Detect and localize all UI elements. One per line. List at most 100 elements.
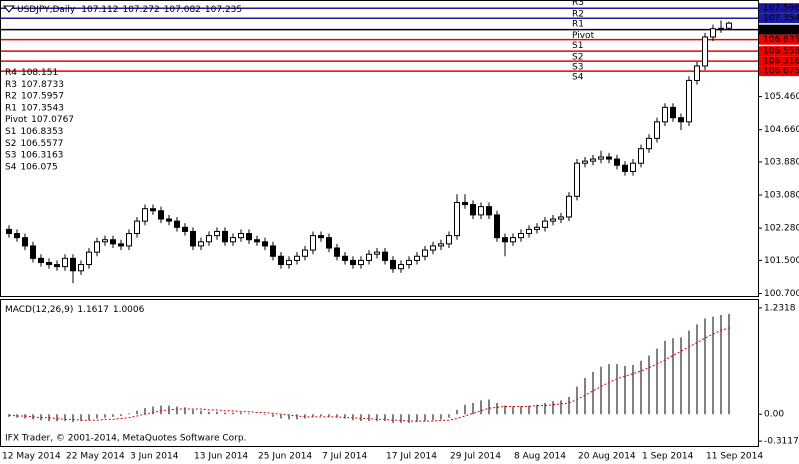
high-value: 107.272 [122,5,159,15]
level-axis-label: 106.316 [763,57,799,67]
candle-body [646,137,652,150]
y-tick-label: 104.660 [764,125,799,135]
candle-body [310,235,316,251]
candle-body [254,239,260,243]
candle-body [102,239,108,243]
candle-body [566,195,572,218]
candle-body [598,156,604,160]
macd-plot [8,313,730,423]
level-name: S3 [5,150,16,160]
level-value: 107.8733 [21,79,64,89]
pivot-level-entry: S2 106.5577 [5,138,63,148]
level-name: R2 [5,91,17,101]
y-tick-label: 105.460 [764,92,799,102]
level-axis-tag [759,3,799,14]
level-axis-label: 107.596 [763,4,799,14]
level-name: R3 [5,79,17,89]
candle-body [190,230,196,247]
candle-body [430,245,436,251]
candle-body [318,235,324,239]
candle-body [526,228,532,235]
level-value: 106.8353 [20,127,63,137]
candle-body [486,206,492,216]
y-tick-label: 103.080 [764,191,799,201]
candle-body [422,249,428,257]
x-tick-label: 1 Sep 2014 [642,452,694,462]
candle-body [30,245,36,259]
symbol-icon [2,5,16,13]
macd-pane [0,299,759,447]
macd-title: MACD(12,26,9) 1.1617 1.0006 [5,305,145,315]
candle-body [414,255,420,261]
candle-body [278,255,284,266]
level-name: R4 [5,68,17,78]
candle-body [142,208,148,222]
pivot-level-name: R1 [572,20,584,30]
candle-body [38,257,44,263]
level-name: Pivot [5,115,28,125]
candle-body [262,241,268,247]
candle-body [390,259,396,270]
signal-line [8,327,730,422]
candle-body [366,253,372,261]
candle-body [622,164,628,172]
y-tick-label: 101.500 [764,256,799,266]
candle-body [494,214,500,239]
candle-body [550,218,556,222]
pivot-level-entry: Pivot 107.0767 [5,115,74,125]
level-name: S1 [5,127,16,137]
level-axis-tag [759,46,799,57]
candle-body [510,237,516,243]
candle-body [214,230,220,237]
pivot-level-name: S2 [572,53,583,63]
candle-body [446,235,452,245]
candle-body [174,220,180,228]
header: USDJPY,Daily 107.112 107.272 107.082 107.235 [17,5,242,15]
candle-body [222,230,228,243]
y-tick-label: 0.00 [764,410,784,420]
open-value: 107.112 [81,5,118,15]
level-axis-tag [759,24,799,35]
candle-body [70,257,76,272]
pivot-level-entry: R2 107.5957 [5,91,64,101]
candle-body [662,106,668,123]
candle-body [110,239,116,245]
candle-body [198,241,204,247]
pivot-level-entry: S4 106.075 [5,162,58,172]
level-name: S4 [5,162,17,172]
candle-body [702,36,708,67]
candle-body [638,148,644,164]
candle-body [206,235,212,243]
x-tick-label: 20 Aug 2014 [578,452,636,462]
candle-body [86,251,92,266]
candle-body [246,233,252,241]
candle-body [238,233,244,239]
candle-body [590,158,596,162]
candle-body [694,65,700,81]
level-axis-label: 106.558 [763,47,799,57]
candle-body [718,27,724,30]
candle-body [614,158,620,166]
candle-body [78,264,84,272]
level-axis-tag [759,66,799,77]
level-value: 107.3543 [21,103,64,113]
symbol-title: USDJPY,Daily [17,5,76,15]
candle-body [286,259,292,266]
candle-body [158,210,164,220]
candle-body [294,255,300,261]
pivot-level-name: S1 [572,41,583,51]
candle-body [150,208,156,212]
candle-body [558,216,564,220]
candle-body [534,226,540,230]
pivot-level-name: S3 [572,63,583,73]
level-value: 106.075 [20,162,57,172]
candle-body [230,237,236,243]
level-axis-label: 107.354 [763,14,799,24]
macd-name: MACD(12,26,9) [5,305,73,315]
candle-body [678,117,684,123]
candle-body [126,233,132,247]
level-value: 107.0767 [31,115,74,125]
y-tick-label: 103.880 [764,157,799,167]
pivot-level-entry: R1 107.3543 [5,103,64,113]
